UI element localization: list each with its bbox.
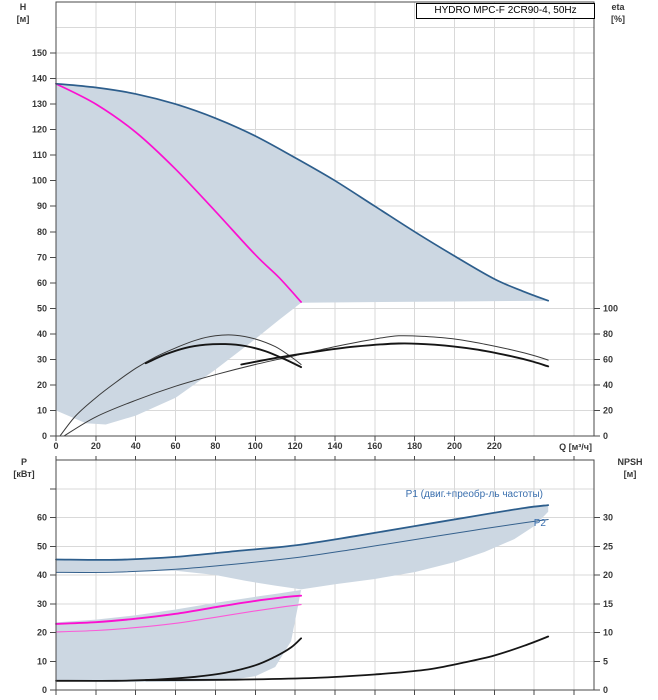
- shaded-regions: [56, 83, 549, 425]
- eta-1pump-thin: [59, 334, 302, 437]
- svg-text:50: 50: [37, 541, 47, 551]
- svg-text:90: 90: [37, 201, 47, 211]
- svg-text:80: 80: [37, 227, 47, 237]
- h-axis-label: H [м]: [16, 2, 30, 24]
- curves: [55, 504, 550, 682]
- svg-text:40: 40: [131, 441, 141, 451]
- svg-text:0: 0: [603, 685, 608, 695]
- svg-text:30: 30: [37, 354, 47, 364]
- power-chart-plot: 0 10 20 30 40 50 60 0 5 10 15 20 25 30: [37, 456, 613, 696]
- svg-text:60: 60: [171, 441, 181, 451]
- svg-text:20: 20: [603, 570, 613, 580]
- svg-text:140: 140: [327, 441, 342, 451]
- svg-text:140: 140: [32, 74, 47, 84]
- svg-text:120: 120: [32, 125, 47, 135]
- svg-text:0: 0: [603, 431, 608, 441]
- p2-curve: [55, 519, 549, 573]
- svg-text:30: 30: [37, 599, 47, 609]
- svg-text:160: 160: [367, 441, 382, 451]
- svg-text:40: 40: [37, 570, 47, 580]
- tick-marks: [50, 456, 600, 695]
- svg-text:5: 5: [603, 656, 608, 666]
- p2-curve-label: P2: [533, 518, 546, 529]
- chart-title-box: HYDRO MPC-F 2CR90-4, 50Hz: [416, 3, 595, 19]
- svg-text:80: 80: [210, 441, 220, 451]
- hq-chart-plot: Q [м³/ч] 0 20 40 60 80 100 120 140 160 180 200 2200…: [32, 1, 618, 452]
- svg-text:20: 20: [37, 380, 47, 390]
- svg-text:80: 80: [603, 329, 613, 339]
- svg-text:10: 10: [603, 628, 613, 638]
- p2-single-pump-curve: [55, 604, 302, 633]
- svg-text:40: 40: [37, 329, 47, 339]
- svg-text:110: 110: [32, 150, 47, 160]
- svg-text:10: 10: [37, 405, 47, 415]
- svg-text:25: 25: [603, 541, 613, 551]
- q-axis-label: Q [м³/ч]: [559, 442, 592, 452]
- svg-text:30: 30: [603, 513, 613, 523]
- svg-text:200: 200: [447, 441, 462, 451]
- single-pump-max-speed-curve: [55, 82, 302, 303]
- svg-text:0: 0: [42, 685, 47, 695]
- max-speed-curve-2pumps: [55, 82, 550, 302]
- svg-text:220: 220: [487, 441, 502, 451]
- svg-text:40: 40: [603, 380, 613, 390]
- p1-single-pump-curve: [55, 594, 303, 625]
- svg-text:60: 60: [37, 513, 47, 523]
- svg-text:100: 100: [32, 176, 47, 186]
- operating-envelope: [56, 83, 549, 425]
- svg-text:50: 50: [37, 303, 47, 313]
- eta-2pumps-thick: [240, 342, 550, 368]
- power-envelope-upper: [56, 505, 549, 590]
- svg-text:20: 20: [91, 441, 101, 451]
- svg-text:15: 15: [603, 599, 613, 609]
- svg-text:0: 0: [42, 431, 47, 441]
- npsh-axis-label: NPSH [м]: [617, 457, 643, 479]
- p1-curve: [55, 504, 550, 561]
- svg-text:150: 150: [32, 48, 47, 58]
- svg-text:0: 0: [53, 441, 58, 451]
- svg-text:20: 20: [37, 628, 47, 638]
- svg-text:100: 100: [603, 303, 618, 313]
- svg-text:60: 60: [603, 354, 613, 364]
- svg-text:120: 120: [288, 441, 303, 451]
- svg-text:130: 130: [32, 99, 47, 109]
- svg-text:10: 10: [37, 656, 47, 666]
- npsh-2pumps-curve: [144, 635, 550, 682]
- npsh-1pump-curve: [55, 637, 302, 682]
- p1-curve-label: P1 (двиг.+преобр-ль частоты): [405, 489, 543, 500]
- p-axis-label: P [кВт]: [13, 457, 35, 479]
- curves: [55, 82, 550, 437]
- svg-text:20: 20: [603, 405, 613, 415]
- eta-2pumps-thin: [63, 335, 549, 437]
- axes: [55, 1, 595, 437]
- gridlines: [56, 2, 594, 436]
- shaded-regions: [56, 505, 549, 682]
- svg-text:60: 60: [37, 278, 47, 288]
- svg-text:100: 100: [248, 441, 263, 451]
- tick-labels: 0 20 40 60 80 100 120 140 160 180 200 2200102030405…: [32, 48, 618, 451]
- svg-text:70: 70: [37, 252, 47, 262]
- tick-labels: 0 10 20 30 40 50 60 0 5 10 15 20 25 30: [37, 513, 613, 696]
- svg-text:180: 180: [407, 441, 422, 451]
- tick-marks: [50, 52, 600, 441]
- eta-axis-label: eta [%]: [611, 2, 625, 24]
